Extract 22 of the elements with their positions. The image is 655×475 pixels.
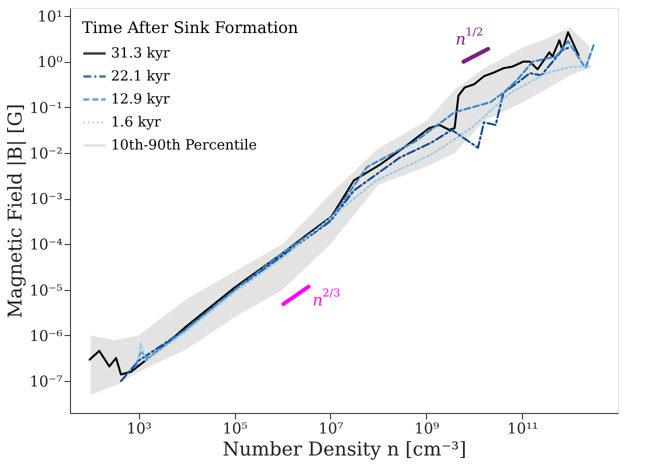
y-tick-label: 10⁻¹ [29,98,62,117]
x-tick-label: 10⁷ [318,420,344,438]
x-tick-label: 10⁵ [222,420,248,438]
x-axis-title: Number Density n [cm⁻³] [222,438,466,460]
legend-label: 1.6 kyr [111,114,162,130]
x-tick-label: 10³ [126,420,152,438]
legend-title: Time After Sink Formation [82,18,298,37]
y-tick-label: 10⁻⁴ [29,236,62,254]
y-axis-title: Magnetic Field |B| [G] [4,104,26,318]
y-tick-label: 10⁻² [29,144,62,162]
legend-label: 10th-90th Percentile [111,138,257,154]
legend-label: 31.3 kyr [111,46,170,62]
y-tick-label: 10⁻⁶ [29,326,62,345]
y-tick-label: 10⁻⁵ [29,281,62,300]
legend-label: 12.9 kyr [111,92,170,108]
x-tick-label: 10⁹ [414,420,440,438]
y-tick-label: 10¹ [37,8,62,26]
legend-label: 22.1 kyr [111,68,170,84]
y-tick-label: 10⁰ [37,53,62,72]
x-tick-label: 10¹¹ [507,420,538,438]
y-tick-label: 10⁻⁷ [29,372,62,391]
y-tick-label: 10⁻³ [29,190,62,208]
